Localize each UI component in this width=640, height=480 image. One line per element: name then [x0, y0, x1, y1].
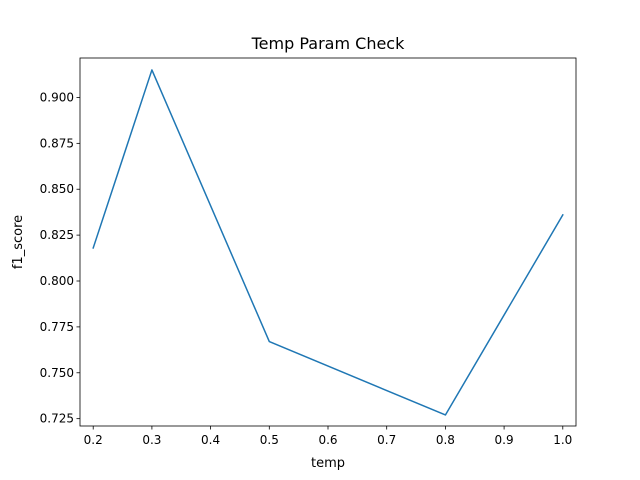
x-tick-label-6: 0.8 [436, 433, 455, 447]
y-tick-label-4: 0.825 [40, 228, 74, 242]
y-tick-label-0: 0.725 [40, 412, 74, 426]
x-tick-label-3: 0.5 [260, 433, 279, 447]
y-tick-label-5: 0.850 [40, 182, 74, 196]
y-tick-label-2: 0.775 [40, 320, 74, 334]
x-axis-label: temp [311, 456, 345, 471]
x-tick-label-0: 0.2 [84, 433, 103, 447]
plot-area: 0.2 0.3 0.4 0.5 0.6 0.7 0.8 0.9 1.0 0.725 0.750 0.7… [40, 57, 577, 447]
series-line-0 [92, 69, 564, 416]
y-axis-label: f1_score [11, 215, 26, 269]
y-tick-label-1: 0.750 [40, 366, 74, 380]
x-tick-label-5: 0.7 [377, 433, 396, 447]
x-tick-label-1: 0.3 [142, 433, 161, 447]
x-tick-label-7: 0.9 [495, 433, 514, 447]
chart-title: Temp Param Check [251, 34, 405, 53]
y-tick-label-3: 0.800 [40, 274, 74, 288]
x-tick-label-4: 0.6 [318, 433, 337, 447]
axes-frame [79, 57, 577, 427]
y-tick-label-7: 0.900 [40, 90, 74, 104]
y-tick-label-6: 0.875 [40, 136, 74, 150]
x-tick-label-2: 0.4 [201, 433, 220, 447]
x-tick-label-8: 1.0 [553, 433, 572, 447]
